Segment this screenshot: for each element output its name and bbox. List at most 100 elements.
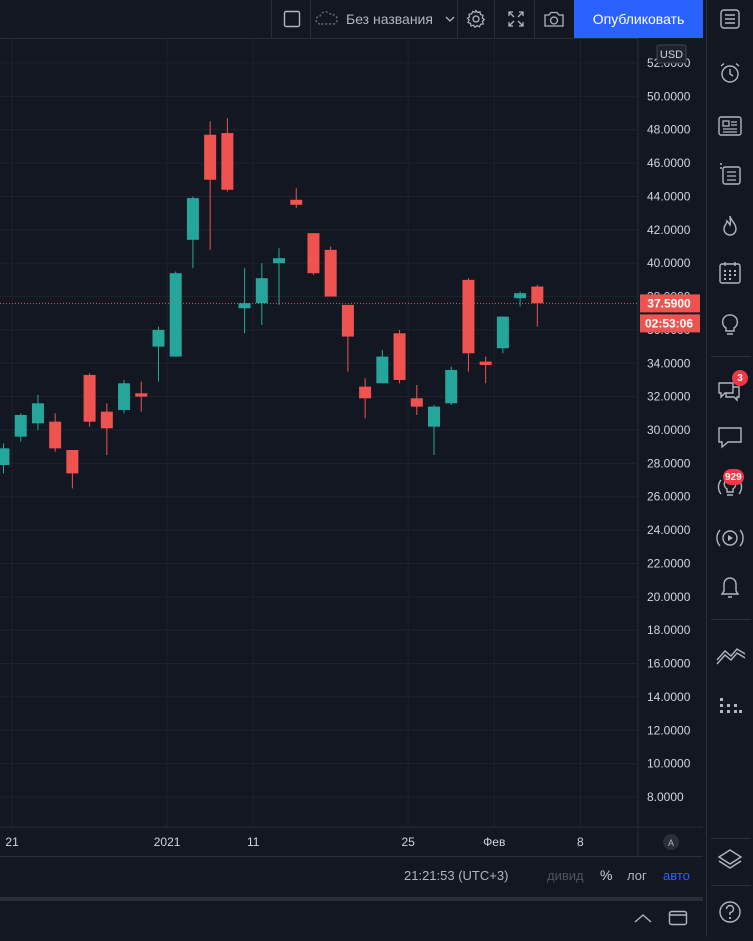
lightbulb-icon <box>721 314 739 335</box>
price-chart[interactable]: 8.0000 10.0000 12.0000 14.0000 16.0000 18.000… <box>0 38 703 856</box>
price-tick-label: 50.0000 <box>647 89 691 103</box>
candle-body <box>393 333 406 380</box>
flame-icon <box>723 215 737 236</box>
candle-body <box>204 134 217 180</box>
ideas-stream-button[interactable] <box>715 310 745 340</box>
price-tick-label: 16.0000 <box>647 657 691 671</box>
layout-name-button[interactable]: Без названия <box>314 0 456 38</box>
watchlist-icon <box>720 9 740 29</box>
private-chats-button[interactable] <box>715 422 745 452</box>
price-tick-label: 10.0000 <box>647 757 691 771</box>
publish-button[interactable]: Опубликовать <box>574 0 703 38</box>
candle-body <box>479 361 492 365</box>
candle-body <box>100 411 113 429</box>
news-button[interactable] <box>715 111 745 141</box>
dom-button[interactable] <box>715 691 745 721</box>
candles <box>0 118 544 489</box>
price-tick-label: 14.0000 <box>647 690 691 704</box>
layers-icon <box>717 849 743 869</box>
data-window-icon <box>720 163 741 185</box>
candle-body <box>307 233 320 274</box>
chat-bubble-icon <box>718 427 742 449</box>
candle-body <box>359 386 372 399</box>
help-button[interactable] <box>715 897 745 927</box>
candle-body <box>290 199 303 205</box>
percent-toggle[interactable]: % <box>600 867 613 883</box>
snapshot-button[interactable] <box>538 0 570 38</box>
price-tick-label: 18.0000 <box>647 623 691 637</box>
time-tick-label: Фев <box>483 835 505 849</box>
toolbar-divider <box>310 0 311 38</box>
chart-grid <box>0 38 638 827</box>
currency-badge-box[interactable] <box>656 44 687 64</box>
notifications-button[interactable] <box>715 573 745 603</box>
candle-body <box>169 273 182 357</box>
sidebar-divider <box>711 619 751 620</box>
price-tick-label: 20.0000 <box>647 590 691 604</box>
candle-body <box>118 383 131 410</box>
candle-body <box>83 374 96 422</box>
calendar-button[interactable] <box>715 258 745 288</box>
cloud-icon <box>315 11 338 25</box>
gear-icon <box>466 9 486 29</box>
price-tick-label: 40.0000 <box>647 256 691 270</box>
candle-body <box>410 398 423 407</box>
fullscreen-select-button[interactable] <box>276 0 308 38</box>
last-price-box <box>640 294 700 313</box>
chevron-up-icon[interactable] <box>633 912 653 924</box>
clock-time[interactable]: 21:21:53 (UTC+3) <box>404 868 509 883</box>
candle-body <box>376 356 389 384</box>
candle-body <box>135 393 148 397</box>
candle-body <box>445 369 458 404</box>
auto-toggle[interactable]: авто <box>663 868 690 883</box>
fullscreen-button[interactable] <box>500 0 532 38</box>
price-tick-label: 22.0000 <box>647 556 691 570</box>
toolbar-divider <box>534 0 535 38</box>
price-tick-label: 26.0000 <box>647 490 691 504</box>
candle-body <box>31 403 44 424</box>
watchlist-button[interactable] <box>715 4 745 34</box>
alerts-button[interactable] <box>715 58 745 88</box>
candle-body <box>428 406 440 427</box>
streams-button[interactable] <box>715 523 745 553</box>
trading-panel-button[interactable] <box>715 639 745 669</box>
countdown-box <box>640 314 700 333</box>
bottom-panel-bar <box>0 897 703 941</box>
price-axis[interactable] <box>638 38 703 856</box>
price-tick-label: 12.0000 <box>647 723 691 737</box>
candle-body <box>238 303 251 309</box>
public-chats-button[interactable] <box>715 374 745 404</box>
candle-body <box>0 448 10 466</box>
hotlists-button[interactable] <box>715 211 745 241</box>
time-tick-label: 8 <box>577 835 584 849</box>
price-tick-label: 44.0000 <box>647 189 691 203</box>
price-tick-label: 24.0000 <box>647 523 691 537</box>
auto-scale-label: A <box>668 838 674 848</box>
settings-button[interactable] <box>460 0 492 38</box>
chats-badge: 3 <box>732 370 748 386</box>
dividends-toggle[interactable]: дивид <box>547 868 584 883</box>
candle-body <box>514 293 527 299</box>
sidebar-divider <box>711 356 751 357</box>
price-tick-label: 34.0000 <box>647 356 691 370</box>
maximize-panel-icon[interactable] <box>668 910 688 926</box>
play-stream-icon <box>716 529 744 547</box>
log-toggle[interactable]: лог <box>627 868 647 883</box>
top-toolbar: Без названия Опубликовать <box>0 0 703 39</box>
price-tick-label: 46.0000 <box>647 156 691 170</box>
candle-body <box>255 278 268 304</box>
chevron-down-icon <box>445 16 455 22</box>
status-bar: 21:21:53 (UTC+3) дивид % лог авто <box>0 856 703 895</box>
right-sidebar: 3 929 <box>706 0 753 937</box>
time-tick-label: 2021 <box>154 835 181 849</box>
auto-scale-button[interactable] <box>663 834 679 850</box>
candle-body <box>531 286 544 304</box>
object-tree-button[interactable] <box>715 845 745 875</box>
candle-body <box>152 329 165 347</box>
price-axis-ticks: 8.0000 10.0000 12.0000 14.0000 16.0000 18.000… <box>647 56 691 804</box>
data-window-button[interactable] <box>715 159 745 189</box>
sidebar-divider <box>711 838 751 839</box>
time-tick-label: 25 <box>401 835 415 849</box>
price-tick-label: 42.0000 <box>647 223 691 237</box>
calendar-icon <box>719 262 741 284</box>
